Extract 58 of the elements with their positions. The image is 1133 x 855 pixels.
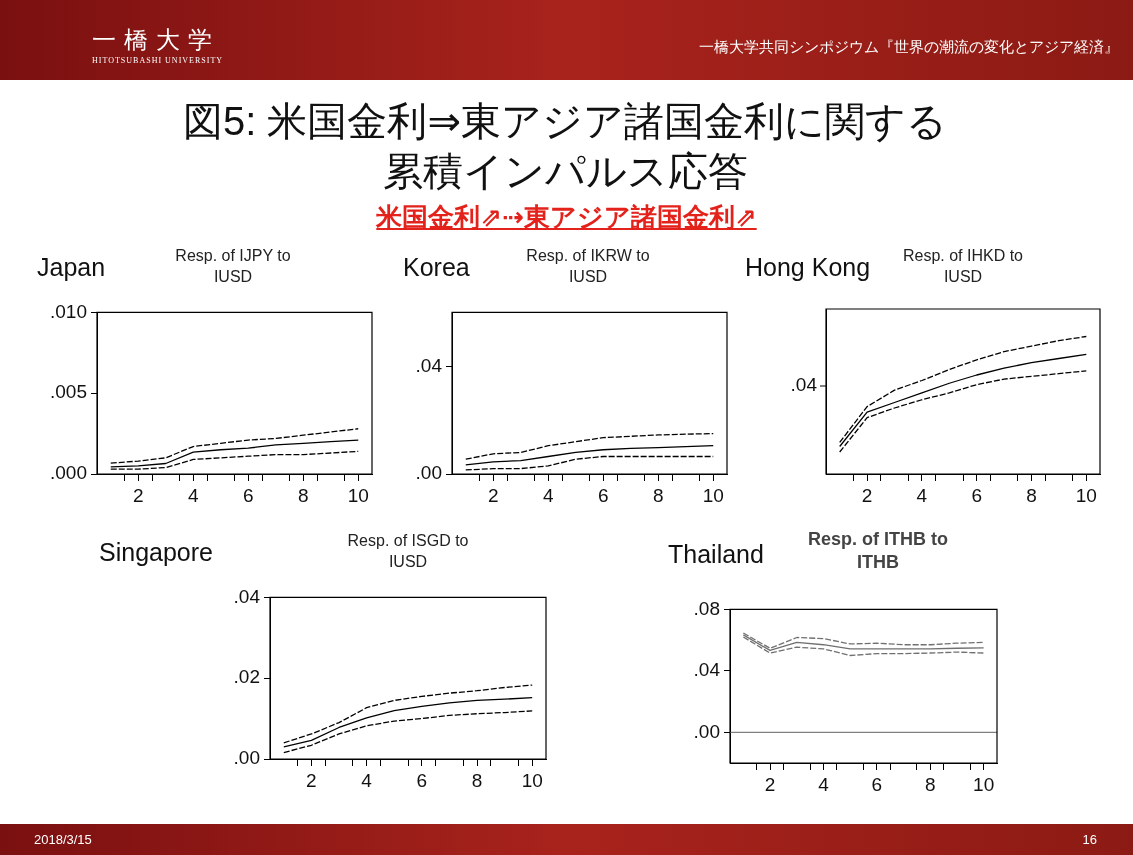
text: 一橋大学 xyxy=(92,26,220,55)
line-series xyxy=(465,432,714,460)
line-series xyxy=(283,710,533,754)
x-tick-label: 4 xyxy=(542,484,554,506)
y-tick-label: .04 xyxy=(233,585,261,607)
x-tick-label: 8 xyxy=(471,769,483,791)
chart-title: Thailand xyxy=(668,540,764,569)
chart-title: Korea xyxy=(403,253,470,282)
x-tick-label: 8 xyxy=(1026,484,1037,506)
x-tick-label: 10 xyxy=(347,484,369,506)
x-tick-label: 10 xyxy=(521,769,543,791)
chart-title: Singapore xyxy=(99,538,213,567)
x-tick-label: 8 xyxy=(652,484,664,506)
line-series xyxy=(465,455,714,471)
x-tick-label: 10 xyxy=(702,484,724,506)
chart-subtitle: Resp. of ITHB to ITHB xyxy=(807,528,949,575)
chart-subtitle: Resp. of IJPY to IUSD xyxy=(174,246,292,287)
x-tick-label: 8 xyxy=(924,773,936,795)
chart-subtitle: Resp. of ISGD to IUSD xyxy=(346,531,470,572)
text: 米国金利⇗⇢東アジア諸国金利⇗ xyxy=(376,202,757,232)
x-tick-label: 10 xyxy=(973,773,995,795)
x-tick-label: 4 xyxy=(187,484,199,506)
y-tick-label: .00 xyxy=(415,462,442,484)
line-series xyxy=(283,684,533,744)
x-tick-label: 4 xyxy=(361,769,373,791)
y-tick-label: .08 xyxy=(693,597,720,619)
y-tick-label: .00 xyxy=(233,747,260,769)
x-tick-label: 6 xyxy=(597,484,609,506)
x-tick-label: 2 xyxy=(132,484,144,506)
x-tick-label: 4 xyxy=(818,773,830,795)
y-tick-label: .010 xyxy=(50,300,87,322)
x-tick-label: 2 xyxy=(861,484,873,506)
text: .04 xyxy=(790,374,818,396)
x-tick-label: 10 xyxy=(1075,484,1097,506)
y-tick-label: .005 xyxy=(50,381,87,403)
y-tick-label: .02 xyxy=(233,666,260,688)
x-tick-label: 6 xyxy=(242,484,254,506)
chart-title: Hong Kong xyxy=(745,253,871,282)
y-tick-label: .000 xyxy=(50,462,87,484)
y-tick-label: .00 xyxy=(693,720,720,742)
chart-subtitle: Resp. of IKRW to IUSD xyxy=(525,246,651,287)
line-series xyxy=(110,428,359,464)
x-tick-label: 2 xyxy=(764,773,776,795)
x-tick-label: 6 xyxy=(971,484,982,506)
y-tick-label: .04 xyxy=(693,659,721,681)
text: 一橋大学共同シンポジウム『世界の潮流の変化とアジア経済』 xyxy=(699,38,1119,57)
x-tick-label: 8 xyxy=(297,484,309,506)
x-tick-label: 2 xyxy=(306,769,317,791)
x-tick-label: 4 xyxy=(916,484,928,506)
text: HITOTSUBASHI UNIVERSITY xyxy=(92,56,224,65)
x-tick-label: 6 xyxy=(871,773,883,795)
x-tick-label: 6 xyxy=(416,769,428,791)
chart-subtitle: Resp. of IHKD to IUSD xyxy=(901,246,1024,287)
x-tick-label: 2 xyxy=(487,484,499,506)
text: 図5: 米国金利⇒東アジア諸国金利に関する累積インパルス応答 xyxy=(182,98,948,195)
chart-title: Japan xyxy=(37,253,106,282)
text: 16 xyxy=(1082,832,1097,847)
text: 2018/3/15 xyxy=(34,832,92,847)
